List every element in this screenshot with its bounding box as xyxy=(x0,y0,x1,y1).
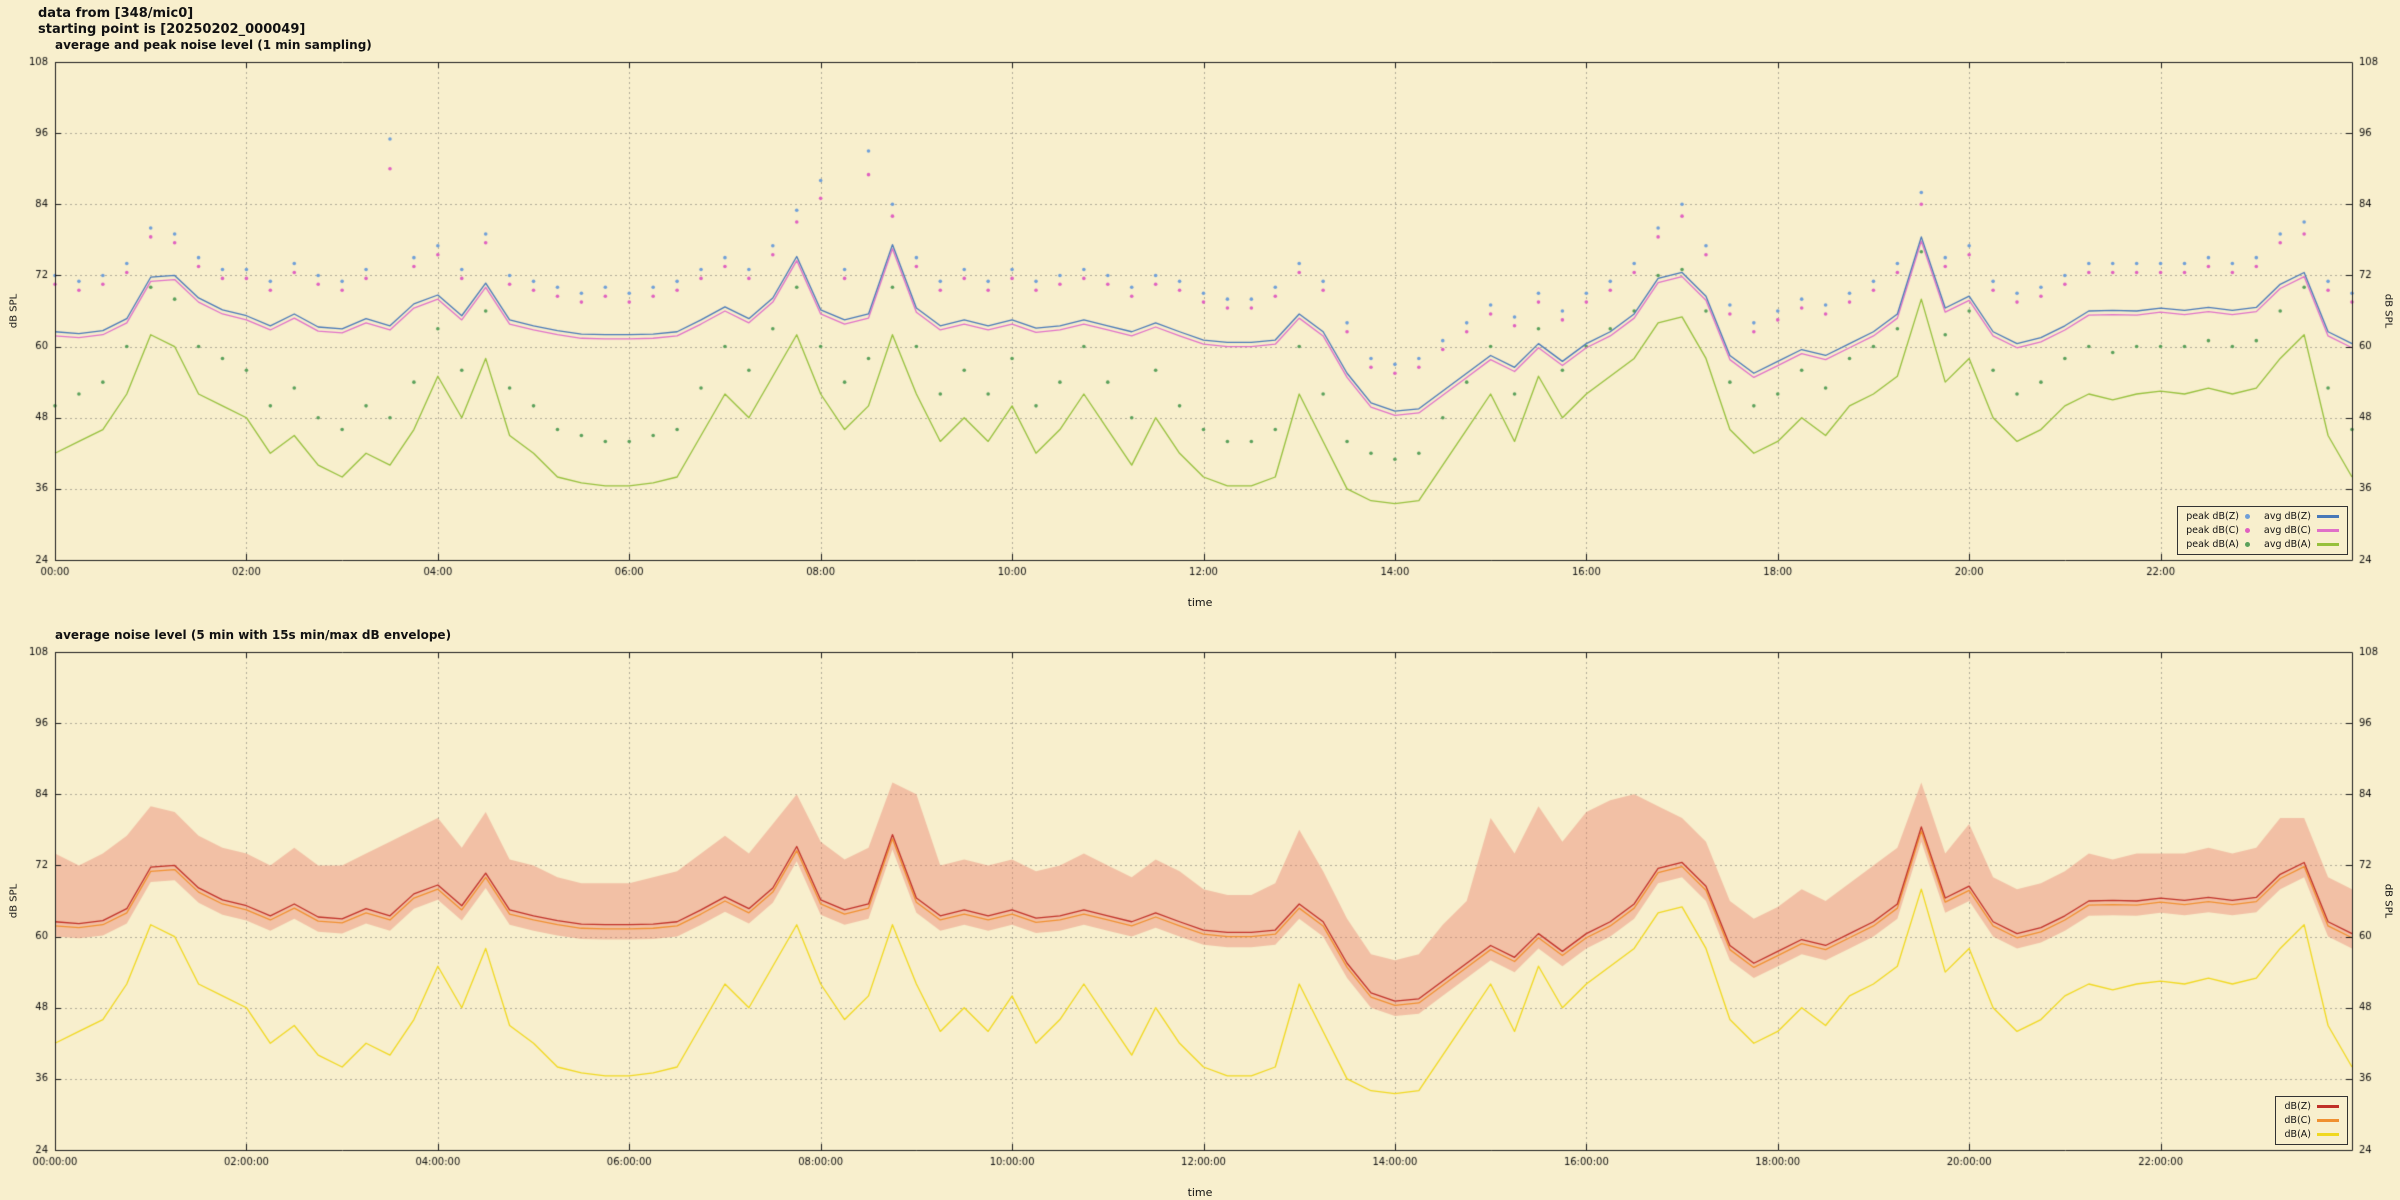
chart-top-ylabel-right: dB SPL xyxy=(2382,293,2394,329)
legend-item-peak-db-z: peak dB(Z) xyxy=(2186,510,2250,523)
chart-top-ylabel-left: dB SPL xyxy=(8,293,20,329)
legend-line-marker-icon xyxy=(2317,543,2339,546)
legend-item-avg-db-a: avg dB(A) xyxy=(2264,538,2339,551)
legend-dot-marker-icon xyxy=(2244,514,2250,519)
legend-label: avg dB(Z) xyxy=(2264,511,2311,522)
plot-header: data from [348/mic0] starting point is [… xyxy=(38,6,305,38)
chart-top-xlabel: time xyxy=(1187,596,1213,609)
chart-bottom-ylabel-right: dB SPL xyxy=(2382,883,2394,919)
chart-average-noise-envelope: average noise level (5 min with 15s min/… xyxy=(0,628,2400,1200)
legend-dot-marker-icon xyxy=(2244,528,2250,533)
legend-label: peak dB(Z) xyxy=(2186,511,2239,522)
legend-label: peak dB(A) xyxy=(2186,539,2239,550)
chart-bottom-title: average noise level (5 min with 15s min/… xyxy=(55,628,452,642)
legend-label: peak dB(C) xyxy=(2186,525,2239,536)
legend-line-marker-icon xyxy=(2317,529,2339,532)
legend-item-peak-db-c: peak dB(C) xyxy=(2186,524,2250,537)
legend-line-marker-icon xyxy=(2317,1133,2339,1136)
chart-top-title: average and peak noise level (1 min samp… xyxy=(55,38,372,52)
chart-average-peak-noise: average and peak noise level (1 min samp… xyxy=(0,38,2400,628)
legend-label: avg dB(C) xyxy=(2263,525,2311,536)
legend-line-marker-icon xyxy=(2317,515,2339,518)
legend-item-peak-db-a: peak dB(A) xyxy=(2186,538,2250,551)
header-source-line: data from [348/mic0] xyxy=(38,6,194,21)
legend-item-avg-db-c: avg dB(C) xyxy=(2264,524,2339,537)
legend-line-marker-icon xyxy=(2317,1119,2339,1122)
legend-item-db-z: dB(Z) xyxy=(2284,1100,2339,1113)
legend-item-db-a: dB(A) xyxy=(2284,1128,2339,1141)
legend-label: dB(C) xyxy=(2284,1115,2311,1126)
chart-bottom-legend: dB(Z) dB(C) dB(A) xyxy=(2275,1096,2348,1145)
legend-label: avg dB(A) xyxy=(2264,539,2311,550)
chart-bottom-canvas xyxy=(0,644,2400,1184)
legend-line-marker-icon xyxy=(2317,1105,2339,1108)
legend-item-db-c: dB(C) xyxy=(2284,1114,2339,1127)
legend-item-avg-db-z: avg dB(Z) xyxy=(2264,510,2339,523)
header-start-line: starting point is [20250202_000049] xyxy=(38,22,306,37)
chart-bottom-ylabel-left: dB SPL xyxy=(8,883,20,919)
chart-top-legend: peak dB(Z) peak dB(C) peak dB(A) avg dB(Z) a… xyxy=(2177,506,2348,555)
chart-top-canvas xyxy=(0,54,2400,594)
legend-label: dB(Z) xyxy=(2284,1101,2311,1112)
legend-dot-marker-icon xyxy=(2244,542,2250,547)
chart-bottom-xlabel: time xyxy=(1187,1186,1213,1199)
legend-label: dB(A) xyxy=(2284,1129,2311,1140)
